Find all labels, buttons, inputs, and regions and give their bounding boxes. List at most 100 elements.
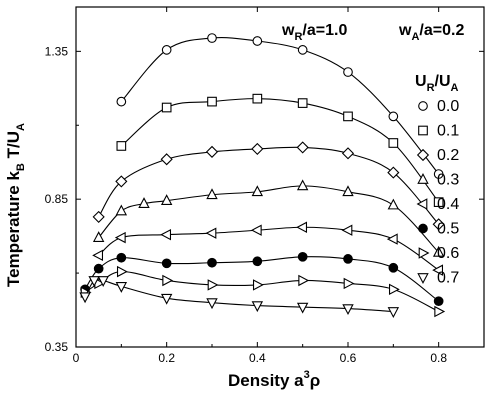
x-tick-label: 0.6 [340, 351, 357, 365]
data-point [92, 249, 104, 262]
x-tick-label: 0.8 [430, 351, 447, 365]
legend-label: 0.3 [437, 172, 459, 189]
data-point [432, 245, 445, 257]
data-point [160, 194, 173, 206]
data-point [116, 265, 128, 278]
data-point [161, 258, 172, 269]
legend-marker [418, 247, 430, 259]
data-point [161, 102, 172, 113]
legend-item: 0.1 [418, 123, 459, 140]
data-point [251, 301, 264, 313]
data-point [343, 277, 355, 290]
data-point [92, 210, 105, 223]
data-point [387, 166, 400, 179]
x-tick-label: 0 [73, 351, 80, 365]
x-axis-title: Density a3ρ [228, 369, 320, 390]
y-tick-label: 1.35 [45, 44, 69, 58]
data-point [341, 224, 353, 236]
data-point [115, 282, 128, 293]
plot-frame [75, 6, 485, 348]
legend-item: 0.3 [417, 172, 459, 189]
series-0 [116, 33, 444, 179]
data-point [387, 198, 400, 210]
legend-marker [417, 173, 429, 184]
series-line [84, 256, 439, 302]
data-point [116, 141, 127, 151]
data-point [206, 298, 218, 310]
data-point [343, 111, 353, 122]
data-point [433, 296, 444, 307]
data-point [388, 111, 399, 122]
data-point [116, 252, 127, 263]
data-point [138, 197, 150, 208]
legend-item: 0.5 [418, 221, 459, 238]
data-point [298, 274, 310, 287]
data-point [252, 256, 263, 267]
legend-marker [416, 198, 428, 210]
series-2 [92, 141, 445, 231]
data-point [205, 227, 217, 239]
data-point [296, 179, 309, 191]
series-line [98, 146, 440, 225]
data-point [387, 307, 400, 319]
data-point [296, 141, 309, 154]
data-point [296, 221, 308, 233]
data-point [433, 169, 444, 179]
data-point [297, 251, 308, 262]
data-point [79, 292, 91, 304]
legend-label: 0.2 [437, 147, 459, 164]
data-point [343, 254, 353, 264]
series-3 [92, 179, 445, 257]
legend-marker [418, 101, 428, 111]
y-axis-title: Temperature kB T/UA [4, 123, 27, 287]
data-point [92, 231, 105, 242]
annotation-wa: wA/a=0.2 [398, 22, 464, 43]
legend-item: 0.7 [417, 270, 459, 287]
data-point [114, 231, 126, 244]
data-point [296, 302, 309, 314]
data-point [297, 45, 308, 55]
annotation-wr: wR/a=1.0 [281, 22, 347, 43]
data-point [97, 276, 109, 287]
data-point [432, 264, 444, 276]
legend-label: 0.6 [437, 245, 459, 262]
data-point [434, 305, 446, 318]
data-point [115, 175, 128, 188]
data-point [386, 233, 398, 245]
data-point [388, 283, 400, 296]
y-tick-label: 0.85 [45, 192, 69, 206]
legend-marker [418, 223, 428, 234]
legend: 0.0 0.1 0.2 0.3 0.4 0.5 0.6 0.7 [416, 98, 459, 287]
data-point [388, 138, 399, 148]
data-point [205, 145, 219, 158]
data-point [432, 218, 445, 231]
data-point [162, 274, 174, 287]
data-point [297, 98, 308, 108]
x-tick-label: 0.4 [249, 351, 266, 365]
data-point [160, 153, 173, 166]
data-point [252, 36, 263, 46]
data-point [388, 262, 399, 273]
data-point [342, 304, 354, 316]
legend-item: 0.0 [418, 98, 459, 115]
legend-marker [418, 125, 428, 136]
series-5 [80, 251, 444, 307]
data-point [161, 45, 172, 55]
legend-label: 0.4 [437, 196, 459, 213]
legend-item: 0.6 [418, 245, 459, 262]
series-7 [79, 276, 400, 319]
data-point [250, 224, 262, 236]
series-layer [79, 33, 446, 319]
data-point [433, 197, 444, 207]
data-point [343, 67, 353, 77]
data-point [251, 185, 264, 197]
data-point [207, 96, 217, 107]
data-point [207, 279, 219, 291]
series-1 [116, 93, 444, 207]
legend-item: 0.4 [416, 196, 459, 213]
data-point [207, 33, 217, 43]
data-point [252, 93, 263, 104]
y-tick-label: 0.35 [45, 340, 69, 354]
series-line [98, 185, 440, 253]
series-line [98, 226, 439, 271]
